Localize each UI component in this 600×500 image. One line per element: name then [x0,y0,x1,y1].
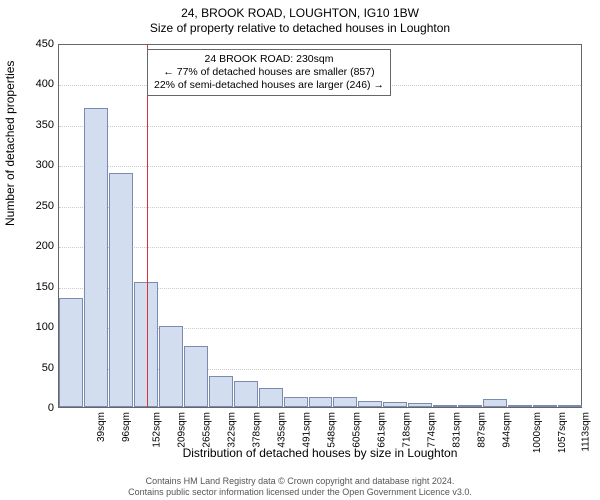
x-tick: 548sqm [327,412,338,448]
histogram-bar [483,399,507,407]
histogram-bar [358,401,382,407]
gridline [59,126,581,127]
histogram-bar [433,405,457,407]
x-tick: 944sqm [501,412,512,448]
chart-title: 24, BROOK ROAD, LOUGHTON, IG10 1BW [0,0,600,20]
histogram-bar [234,381,258,407]
annotation-line2: ← 77% of detached houses are smaller (85… [154,66,384,79]
histogram-bar [134,282,158,407]
chart-subtitle: Size of property relative to detached ho… [0,20,600,35]
histogram-bar [333,397,357,407]
gridline [59,166,581,167]
histogram-bar [309,397,333,408]
y-tick: 100 [24,321,54,333]
y-axis-label: Number of detached properties [3,61,17,226]
x-tick: 1000sqm [532,412,543,453]
histogram-bar [159,326,183,407]
x-tick: 378sqm [252,412,263,448]
footer-line2: Contains public sector information licen… [0,487,600,498]
x-tick: 265sqm [202,412,213,448]
histogram-bar [458,405,482,407]
x-tick: 661sqm [377,412,388,448]
footer-line1: Contains HM Land Registry data © Crown c… [0,476,600,487]
histogram-bar [84,108,108,407]
histogram-bar [383,402,407,407]
annotation-line1: 24 BROOK ROAD: 230sqm [154,53,384,66]
chart-container: 24, BROOK ROAD, LOUGHTON, IG10 1BW Size … [0,0,600,500]
histogram-bar [558,405,582,407]
x-tick: 209sqm [177,412,188,448]
y-tick: 250 [24,200,54,212]
plot-area: 24 BROOK ROAD: 230sqm ← 77% of detached … [58,44,582,408]
x-tick: 435sqm [277,412,288,448]
x-tick: 96sqm [121,412,132,442]
x-tick: 831sqm [451,412,462,448]
y-tick: 0 [24,402,54,414]
histogram-bar [209,376,233,407]
y-tick: 300 [24,159,54,171]
x-tick: 605sqm [352,412,363,448]
footer: Contains HM Land Registry data © Crown c… [0,476,600,498]
x-tick: 39sqm [96,412,107,442]
histogram-bar [259,388,283,407]
histogram-bar [533,405,557,407]
gridline [59,207,581,208]
histogram-bar [184,346,208,407]
y-tick: 400 [24,78,54,90]
marker-line [147,45,148,407]
x-tick: 1057sqm [557,412,568,453]
gridline [59,247,581,248]
annotation-line3: 22% of semi-detached houses are larger (… [154,79,384,92]
histogram-bar [109,173,133,407]
y-tick: 50 [24,362,54,374]
histogram-bar [284,397,308,408]
x-tick: 887sqm [476,412,487,448]
histogram-bar [408,403,432,407]
y-tick: 150 [24,281,54,293]
x-axis-label: Distribution of detached houses by size … [58,446,582,460]
x-tick: 322sqm [227,412,238,448]
x-tick: 491sqm [302,412,313,448]
x-tick: 718sqm [401,412,412,448]
y-tick: 200 [24,240,54,252]
x-tick: 774sqm [426,412,437,448]
histogram-bar [59,298,83,407]
y-tick: 450 [24,38,54,50]
x-tick: 1113sqm [580,412,591,452]
histogram-bar [508,405,532,407]
y-tick: 350 [24,119,54,131]
annotation-box: 24 BROOK ROAD: 230sqm ← 77% of detached … [147,49,391,96]
x-tick: 152sqm [152,412,163,448]
